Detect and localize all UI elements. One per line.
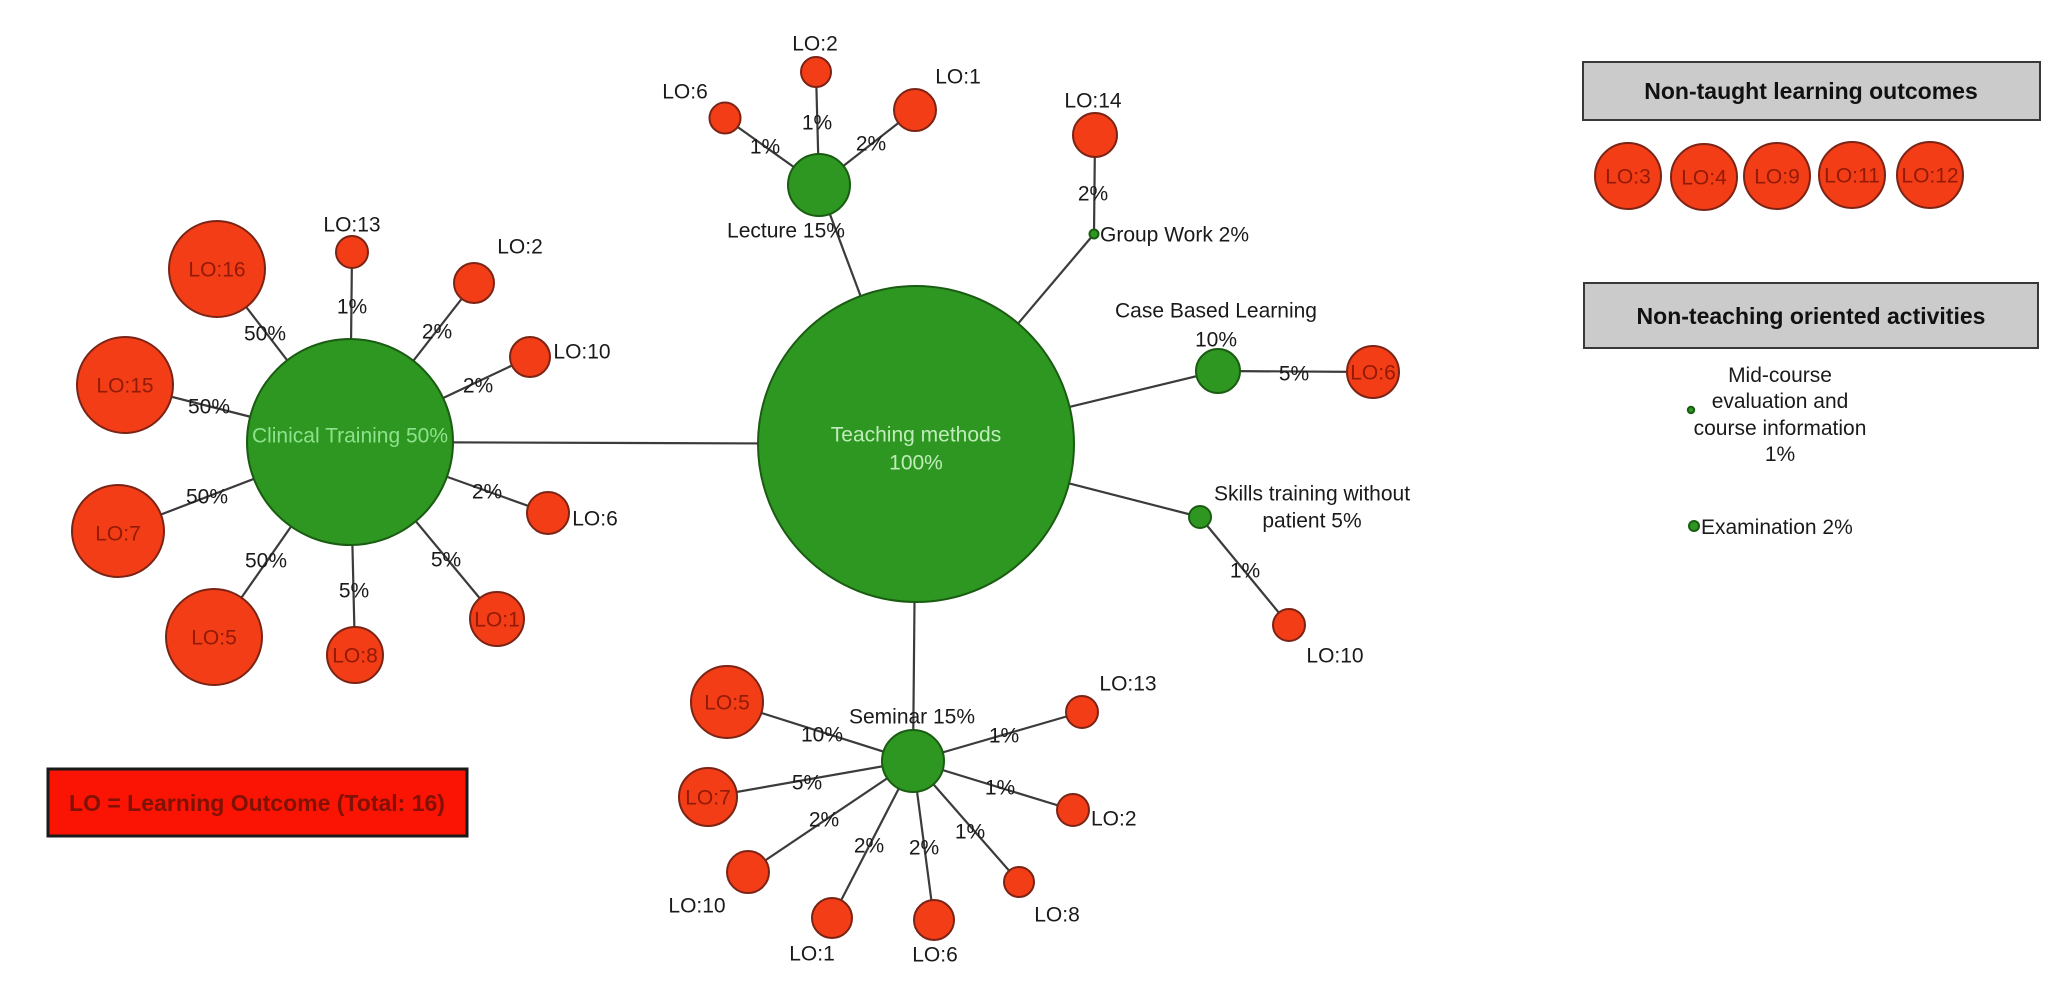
svg-text:LO:8: LO:8 xyxy=(332,645,378,668)
svg-text:2%: 2% xyxy=(463,375,493,398)
svg-text:Mid-course: Mid-course xyxy=(1728,364,1832,387)
svg-text:LO:7: LO:7 xyxy=(95,523,141,546)
svg-text:50%: 50% xyxy=(188,396,230,419)
svg-text:LO:8: LO:8 xyxy=(1034,904,1080,927)
svg-text:Clinical Training 50%: Clinical Training 50% xyxy=(252,425,448,448)
svg-text:50%: 50% xyxy=(244,323,286,346)
svg-text:course information: course information xyxy=(1694,417,1867,440)
svg-text:1%: 1% xyxy=(750,136,780,159)
svg-text:1%: 1% xyxy=(955,821,985,844)
svg-text:50%: 50% xyxy=(245,550,287,573)
svg-text:LO:14: LO:14 xyxy=(1064,90,1122,113)
svg-text:LO:1: LO:1 xyxy=(935,66,981,89)
svg-text:2%: 2% xyxy=(854,835,884,858)
svg-text:Group Work 2%: Group Work 2% xyxy=(1100,224,1249,247)
svg-text:LO:10: LO:10 xyxy=(1306,645,1363,668)
svg-text:1%: 1% xyxy=(989,725,1019,748)
svg-text:LO:13: LO:13 xyxy=(1099,673,1156,696)
svg-text:LO:15: LO:15 xyxy=(96,375,153,398)
svg-text:50%: 50% xyxy=(186,486,228,509)
svg-text:Examination 2%: Examination 2% xyxy=(1701,516,1853,539)
svg-text:Teaching methods: Teaching methods xyxy=(831,424,1001,447)
svg-text:5%: 5% xyxy=(431,549,461,572)
svg-text:LO:2: LO:2 xyxy=(1091,808,1137,831)
svg-text:LO:2: LO:2 xyxy=(497,236,543,259)
svg-text:5%: 5% xyxy=(1279,363,1309,386)
svg-text:LO:11: LO:11 xyxy=(1824,165,1880,188)
svg-text:LO:4: LO:4 xyxy=(1681,167,1727,190)
svg-text:LO:3: LO:3 xyxy=(1605,166,1651,189)
svg-text:patient 5%: patient 5% xyxy=(1262,510,1361,533)
svg-text:100%: 100% xyxy=(889,452,943,475)
svg-text:LO:6: LO:6 xyxy=(572,508,618,531)
svg-text:LO:5: LO:5 xyxy=(191,627,237,650)
svg-text:2%: 2% xyxy=(909,837,939,860)
svg-text:2%: 2% xyxy=(422,321,452,344)
svg-text:LO:6: LO:6 xyxy=(662,81,708,104)
svg-text:LO:12: LO:12 xyxy=(1901,165,1958,188)
svg-text:2%: 2% xyxy=(1078,183,1108,206)
svg-text:LO:10: LO:10 xyxy=(668,895,725,918)
svg-text:LO:7: LO:7 xyxy=(685,787,731,810)
svg-text:LO:1: LO:1 xyxy=(789,943,835,966)
svg-text:LO:2: LO:2 xyxy=(792,33,838,56)
svg-text:LO:1: LO:1 xyxy=(474,609,520,632)
svg-text:LO:6: LO:6 xyxy=(912,944,958,967)
svg-text:1%: 1% xyxy=(1765,443,1795,466)
svg-text:Case Based Learning: Case Based Learning xyxy=(1115,300,1317,323)
svg-text:1%: 1% xyxy=(802,112,832,135)
svg-text:Seminar 15%: Seminar 15% xyxy=(849,706,975,729)
svg-text:1%: 1% xyxy=(985,777,1015,800)
svg-text:Non-teaching oriented activiti: Non-teaching oriented activities xyxy=(1637,303,1986,329)
svg-text:LO:9: LO:9 xyxy=(1754,166,1800,189)
svg-text:10%: 10% xyxy=(1195,329,1237,352)
svg-text:5%: 5% xyxy=(339,580,369,603)
svg-text:Non-taught learning outcomes: Non-taught learning outcomes xyxy=(1644,78,1978,104)
svg-text:LO:16: LO:16 xyxy=(188,259,245,282)
svg-text:LO:6: LO:6 xyxy=(1350,362,1396,385)
svg-text:2%: 2% xyxy=(856,133,886,156)
svg-text:2%: 2% xyxy=(472,481,502,504)
svg-text:10%: 10% xyxy=(801,724,843,747)
svg-text:LO = Learning Outcome (Total:: LO = Learning Outcome (Total: 16) xyxy=(69,790,445,816)
svg-text:LO:5: LO:5 xyxy=(704,692,750,715)
svg-text:1%: 1% xyxy=(337,296,367,319)
svg-text:1%: 1% xyxy=(1230,560,1260,583)
svg-text:5%: 5% xyxy=(792,772,822,795)
svg-text:Skills training without: Skills training without xyxy=(1214,483,1410,506)
svg-text:2%: 2% xyxy=(809,809,839,832)
svg-text:evaluation and: evaluation and xyxy=(1712,390,1849,413)
svg-text:LO:13: LO:13 xyxy=(323,214,380,237)
svg-text:Lecture 15%: Lecture 15% xyxy=(727,220,845,243)
svg-text:LO:10: LO:10 xyxy=(553,341,610,364)
